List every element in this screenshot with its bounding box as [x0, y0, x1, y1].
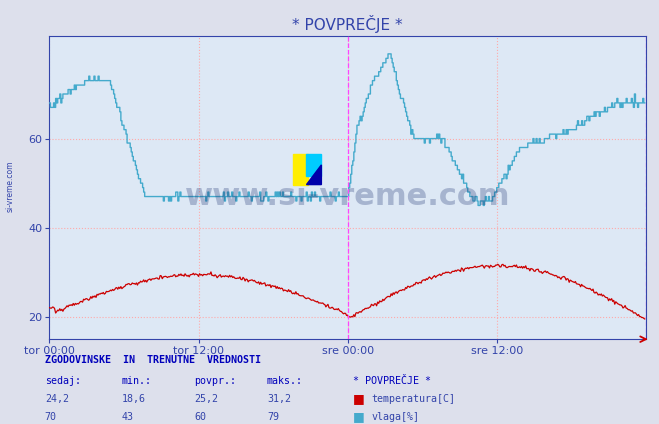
Text: sedaj:: sedaj: — [45, 376, 81, 386]
Text: si-vreme.com: si-vreme.com — [5, 161, 14, 212]
Text: www.si-vreme.com: www.si-vreme.com — [185, 182, 510, 211]
Title: * POVPREČJE *: * POVPREČJE * — [293, 16, 403, 33]
Bar — [306, 154, 322, 176]
Text: 43: 43 — [122, 412, 134, 422]
Text: 18,6: 18,6 — [122, 394, 146, 404]
Text: * POVPREČJE *: * POVPREČJE * — [353, 376, 430, 386]
Text: vlaga[%]: vlaga[%] — [371, 412, 419, 422]
Text: 70: 70 — [45, 412, 57, 422]
Text: 31,2: 31,2 — [267, 394, 291, 404]
Text: 25,2: 25,2 — [194, 394, 218, 404]
Bar — [293, 154, 308, 184]
Text: 60: 60 — [194, 412, 206, 422]
Text: ■: ■ — [353, 410, 364, 423]
Text: ZGODOVINSKE  IN  TRENUTNE  VREDNOSTI: ZGODOVINSKE IN TRENUTNE VREDNOSTI — [45, 354, 261, 365]
Text: povpr.:: povpr.: — [194, 376, 237, 386]
Text: ■: ■ — [353, 392, 364, 405]
Text: temperatura[C]: temperatura[C] — [371, 394, 455, 404]
Text: 79: 79 — [267, 412, 279, 422]
Text: min.:: min.: — [122, 376, 152, 386]
Polygon shape — [306, 165, 322, 184]
Text: 24,2: 24,2 — [45, 394, 69, 404]
Text: maks.:: maks.: — [267, 376, 303, 386]
